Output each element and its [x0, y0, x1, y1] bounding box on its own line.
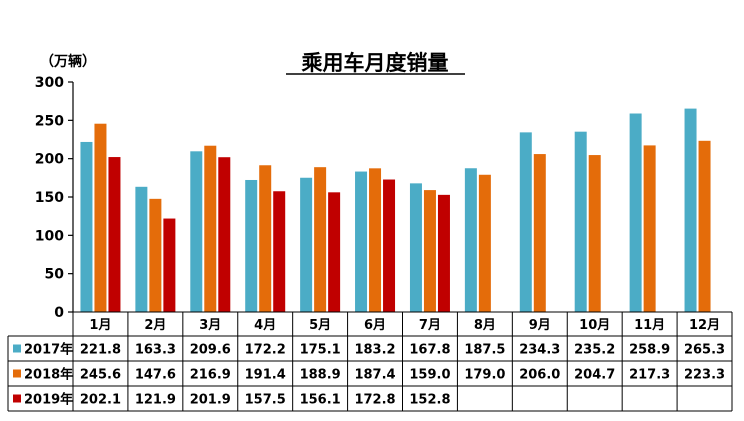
- category-label: 6月: [364, 318, 386, 333]
- data-label: 187.5: [464, 343, 505, 358]
- data-label: 258.9: [629, 343, 670, 358]
- data-label: 217.3: [629, 368, 670, 383]
- bar: [588, 155, 601, 312]
- data-label: 202.1: [80, 393, 121, 408]
- data-label: 157.5: [245, 393, 286, 408]
- chart-title: 乘用车月度销量: [301, 51, 449, 75]
- y-tick-label: 0: [54, 305, 64, 321]
- bar: [369, 168, 382, 312]
- data-label: 191.4: [245, 368, 286, 383]
- bar: [135, 186, 148, 312]
- category-label: 3月: [199, 318, 221, 333]
- data-label: 204.7: [574, 368, 615, 383]
- data-label: 206.0: [519, 368, 560, 383]
- category-label: 4月: [254, 318, 276, 333]
- series-name: 2018年: [24, 367, 73, 383]
- bar: [300, 177, 313, 312]
- bar: [423, 190, 436, 312]
- bar: [698, 140, 711, 312]
- bar: [519, 132, 532, 312]
- category-label: 12月: [689, 318, 720, 333]
- data-label: 175.1: [300, 343, 341, 358]
- data-label: 179.0: [464, 368, 505, 383]
- y-axis: 0 50 100 150 200 250 300: [35, 75, 74, 321]
- bars: [80, 108, 711, 312]
- bar: [383, 179, 396, 312]
- data-label: 201.9: [190, 393, 231, 408]
- y-tick-label: 50: [45, 267, 65, 283]
- data-label: 234.3: [519, 343, 560, 358]
- bar: [149, 198, 162, 312]
- series-name: 2017年: [24, 342, 73, 358]
- bar: [355, 171, 368, 312]
- data-label: 172.2: [245, 343, 286, 358]
- bar: [204, 145, 217, 312]
- data-label: 265.3: [684, 343, 725, 358]
- bar: [437, 194, 450, 312]
- category-label: 5月: [309, 318, 331, 333]
- bar: [190, 151, 203, 312]
- bar: [328, 192, 341, 312]
- bar: [108, 157, 121, 312]
- data-label: 121.9: [135, 393, 176, 408]
- category-label: 10月: [579, 318, 610, 333]
- data-label: 235.2: [574, 343, 615, 358]
- category-label: 1月: [89, 318, 111, 333]
- category-label: 2月: [144, 318, 166, 333]
- data-label: 152.8: [409, 393, 450, 408]
- bar: [643, 145, 656, 312]
- data-label: 245.6: [80, 368, 121, 383]
- bar: [94, 123, 107, 312]
- data-label: 172.8: [354, 393, 395, 408]
- bar: [273, 191, 286, 312]
- data-label: 221.8: [80, 343, 121, 358]
- data-label: 159.0: [409, 368, 450, 383]
- y-tick-label: 200: [35, 152, 64, 168]
- bar: [574, 131, 587, 312]
- bar: [163, 218, 176, 312]
- category-label: 8月: [474, 318, 496, 333]
- bar: [80, 141, 93, 312]
- bar: [629, 113, 642, 312]
- category-label: 11月: [634, 318, 665, 333]
- bar: [533, 154, 546, 312]
- y-tick-label: 100: [35, 228, 64, 244]
- data-label: 147.6: [135, 368, 176, 383]
- data-label: 223.3: [684, 368, 725, 383]
- legend-key: [13, 369, 21, 378]
- data-label: 156.1: [300, 393, 341, 408]
- data-label: 167.8: [409, 343, 450, 358]
- data-label: 188.9: [300, 368, 341, 383]
- bar: [464, 168, 477, 312]
- data-label: 163.3: [135, 343, 176, 358]
- bar: [478, 174, 491, 312]
- bar: [218, 157, 231, 312]
- unit-label: （万辆）: [40, 53, 96, 70]
- category-label: 7月: [419, 318, 441, 333]
- legend-key: [13, 344, 21, 353]
- y-tick-label: 250: [35, 113, 64, 129]
- category-label: 9月: [529, 318, 551, 333]
- data-label: 187.4: [354, 368, 395, 383]
- series-name: 2019年: [24, 392, 73, 408]
- legend-key: [13, 394, 21, 403]
- bar: [409, 183, 422, 312]
- bar: [684, 108, 697, 312]
- data-table: 1月 2月 3月 4月 5月 6月 7月 8月 9月 10月 11月 12月 2017年 221.8 163…: [7, 311, 733, 412]
- bar: [314, 167, 327, 312]
- data-label: 183.2: [354, 343, 395, 358]
- data-label: 209.6: [190, 343, 231, 358]
- data-label: 216.9: [190, 368, 231, 383]
- bar: [259, 165, 272, 312]
- bar: [245, 179, 258, 312]
- y-tick-label: 150: [35, 190, 64, 206]
- y-tick-label: 300: [35, 75, 64, 91]
